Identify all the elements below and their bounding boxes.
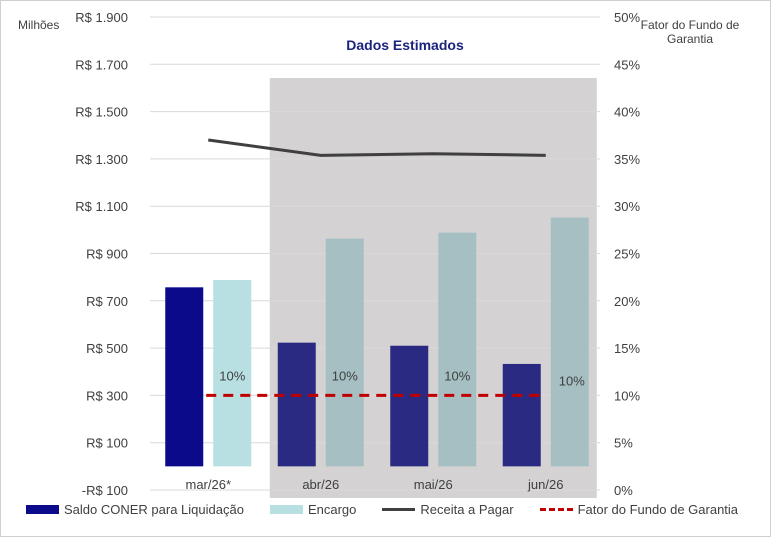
right-tick-label: 45% bbox=[614, 57, 640, 72]
bar-saldo bbox=[165, 287, 204, 467]
estimated-period-shade bbox=[269, 78, 597, 498]
right-tick-label: 35% bbox=[614, 152, 640, 167]
left-tick-label: -R$ 100 bbox=[82, 483, 128, 498]
legend-swatch-encargo bbox=[269, 505, 303, 514]
legend-item-encargo: Encargo bbox=[269, 502, 357, 517]
left-tick-label: R$ 1.900 bbox=[75, 10, 128, 25]
right-tick-label: 15% bbox=[614, 341, 640, 356]
bar-saldo bbox=[390, 345, 429, 467]
left-tick-label: R$ 1.500 bbox=[75, 105, 128, 120]
legend-label-saldo: Saldo CONER para Liquidação bbox=[64, 502, 244, 517]
bar-saldo bbox=[277, 342, 316, 467]
line-receita-a-pagar bbox=[208, 138, 546, 157]
legend-swatch-receita bbox=[382, 508, 416, 511]
legend-swatch-fator bbox=[539, 508, 573, 511]
x-tick-label: mar/26* bbox=[185, 477, 231, 492]
right-tick-label: 0% bbox=[614, 483, 633, 498]
right-tick-label: 5% bbox=[614, 436, 633, 451]
legend-item-saldo: Saldo CONER para Liquidação bbox=[26, 502, 244, 517]
left-tick-label: R$ 1.700 bbox=[75, 57, 128, 72]
left-tick-label: R$ 1.100 bbox=[75, 199, 128, 214]
left-tick-label: R$ 1.300 bbox=[75, 152, 128, 167]
data-label-fator: 10% bbox=[444, 368, 470, 383]
bar-encargo bbox=[325, 238, 364, 467]
bar-encargo bbox=[438, 232, 477, 467]
left-tick-label: R$ 300 bbox=[86, 388, 128, 403]
x-tick-label: abr/26 bbox=[302, 477, 339, 492]
right-tick-label: 40% bbox=[614, 105, 640, 120]
legend-label-encargo: Encargo bbox=[307, 502, 357, 517]
left-tick-label: R$ 500 bbox=[86, 341, 128, 356]
right-tick-label: 50% bbox=[614, 10, 640, 25]
legend-label-receita: Receita a Pagar bbox=[420, 502, 514, 517]
right-tick-label: 20% bbox=[614, 294, 640, 309]
left-axis-title: Milhões bbox=[18, 18, 60, 32]
x-tick-label: mai/26 bbox=[414, 477, 453, 492]
estimated-period-title: Dados Estimados bbox=[346, 37, 464, 53]
x-tick-label: jun/26 bbox=[527, 477, 563, 492]
left-tick-label: R$ 900 bbox=[86, 247, 128, 262]
legend-item-fator: Fator do Fundo de Garantia bbox=[539, 502, 739, 517]
data-label-fator: 10% bbox=[559, 373, 585, 388]
left-tick-label: R$ 700 bbox=[86, 294, 128, 309]
right-tick-label: 10% bbox=[614, 388, 640, 403]
right-tick-label: 30% bbox=[614, 199, 640, 214]
legend-swatch-saldo bbox=[26, 505, 59, 514]
bar-saldo bbox=[502, 363, 541, 467]
left-tick-label: R$ 100 bbox=[86, 436, 128, 451]
bar-encargo bbox=[213, 279, 252, 467]
legend-item-receita: Receita a Pagar bbox=[382, 502, 514, 517]
bar-encargo bbox=[550, 217, 589, 467]
right-axis-title: Fator do Fundo de Garantia bbox=[640, 18, 740, 46]
data-label-fator: 10% bbox=[332, 368, 358, 383]
right-tick-label: 25% bbox=[614, 247, 640, 262]
legend-label-fator: Fator do Fundo de Garantia bbox=[577, 502, 739, 517]
data-label-fator: 10% bbox=[219, 368, 245, 383]
chart-legend: Saldo CONER para Liquidação Encargo Rece… bbox=[26, 502, 738, 517]
